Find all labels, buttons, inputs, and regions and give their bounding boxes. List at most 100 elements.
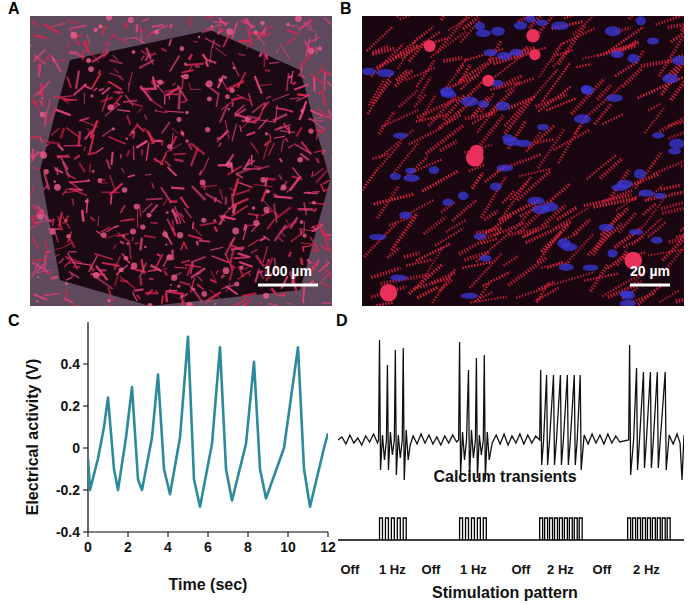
fiber bbox=[309, 18, 311, 26]
stimulation-label: Stimulation pattern bbox=[432, 584, 578, 601]
fiber bbox=[96, 277, 112, 289]
nucleus bbox=[557, 239, 571, 248]
fiber bbox=[150, 222, 158, 224]
x-tick-label: 0 bbox=[84, 539, 92, 555]
nucleus bbox=[460, 293, 478, 299]
striation bbox=[662, 205, 684, 214]
cell-dot bbox=[286, 22, 290, 26]
fiber bbox=[127, 115, 130, 124]
striation bbox=[653, 158, 684, 175]
cell-dot bbox=[176, 117, 181, 122]
fiber bbox=[145, 55, 148, 61]
fiber bbox=[120, 219, 134, 221]
fiber bbox=[66, 128, 80, 139]
fiber bbox=[154, 158, 157, 162]
fiber bbox=[89, 163, 90, 172]
striation bbox=[441, 16, 460, 20]
cell-dot bbox=[50, 229, 56, 235]
fiber bbox=[35, 219, 54, 222]
x-tick bbox=[248, 532, 249, 537]
stimulus-pulse bbox=[385, 518, 388, 540]
fiber bbox=[287, 30, 299, 35]
stimulus-pulse bbox=[483, 518, 486, 540]
fiber bbox=[113, 245, 116, 249]
fiber bbox=[32, 99, 39, 107]
striation bbox=[546, 98, 575, 110]
fiber bbox=[105, 235, 118, 239]
fiber bbox=[172, 210, 177, 217]
fiber bbox=[163, 199, 167, 206]
cell-dot bbox=[234, 281, 239, 286]
striation bbox=[501, 181, 529, 220]
fiber bbox=[255, 33, 272, 41]
fiber bbox=[96, 231, 102, 235]
nucleus bbox=[393, 132, 408, 138]
cell-dot bbox=[125, 138, 128, 141]
cell-dot bbox=[260, 21, 265, 26]
fiber bbox=[84, 147, 85, 151]
fiber bbox=[110, 34, 115, 39]
fiber bbox=[274, 225, 285, 241]
nucleus bbox=[581, 85, 591, 94]
fiber bbox=[124, 38, 137, 39]
segment-label: 2 Hz bbox=[547, 562, 574, 577]
cell-dot bbox=[201, 291, 207, 297]
fiber bbox=[281, 139, 284, 151]
fiber bbox=[315, 47, 318, 54]
striation bbox=[430, 31, 466, 57]
fiber bbox=[296, 127, 302, 136]
striation bbox=[539, 282, 554, 289]
fiber bbox=[266, 54, 267, 60]
fiber bbox=[73, 84, 87, 95]
x-tick-label: 8 bbox=[244, 539, 252, 555]
cell-dot bbox=[207, 97, 212, 102]
fiber bbox=[133, 146, 135, 160]
fiber bbox=[45, 273, 52, 275]
fiber bbox=[216, 270, 218, 274]
fiber bbox=[102, 263, 120, 266]
stimulus-pulse bbox=[569, 518, 572, 540]
nucleus bbox=[475, 22, 485, 31]
fiber bbox=[45, 174, 50, 190]
fiber bbox=[136, 141, 147, 148]
fiber bbox=[255, 271, 258, 283]
cell-dot bbox=[101, 232, 107, 238]
fiber bbox=[120, 241, 124, 243]
striation bbox=[671, 69, 684, 100]
fiber bbox=[134, 289, 144, 290]
fiber bbox=[313, 191, 320, 193]
cell-dot bbox=[98, 24, 102, 28]
stimulus-pulse bbox=[403, 518, 406, 540]
cell-dot bbox=[166, 255, 172, 261]
striation bbox=[558, 125, 580, 163]
nucleus bbox=[403, 175, 419, 182]
fiber bbox=[202, 54, 207, 61]
fiber bbox=[272, 94, 289, 101]
fiber bbox=[181, 260, 190, 263]
fiber bbox=[321, 246, 332, 253]
cell-dot bbox=[36, 300, 38, 302]
fiber bbox=[288, 252, 291, 256]
fiber bbox=[283, 108, 287, 111]
fiber bbox=[219, 215, 226, 221]
nucleus bbox=[622, 291, 635, 300]
cell-dot bbox=[53, 58, 56, 61]
nucleus bbox=[668, 148, 681, 155]
fiber bbox=[151, 82, 158, 87]
fiber bbox=[284, 123, 288, 130]
stimulus-pulse bbox=[574, 518, 577, 540]
striation bbox=[367, 26, 393, 51]
fiber bbox=[97, 216, 99, 226]
fiber bbox=[132, 237, 133, 241]
cell-dot bbox=[224, 76, 227, 79]
fiber bbox=[230, 250, 233, 263]
fiber bbox=[132, 292, 137, 301]
x-tick bbox=[208, 532, 209, 537]
fiber bbox=[322, 150, 326, 154]
stimulus-pulse bbox=[628, 518, 631, 540]
fiber bbox=[307, 37, 319, 43]
stimulus-pulse bbox=[397, 518, 400, 540]
fiber bbox=[257, 84, 272, 86]
fiber bbox=[287, 303, 292, 305]
cell-dot bbox=[312, 201, 316, 205]
